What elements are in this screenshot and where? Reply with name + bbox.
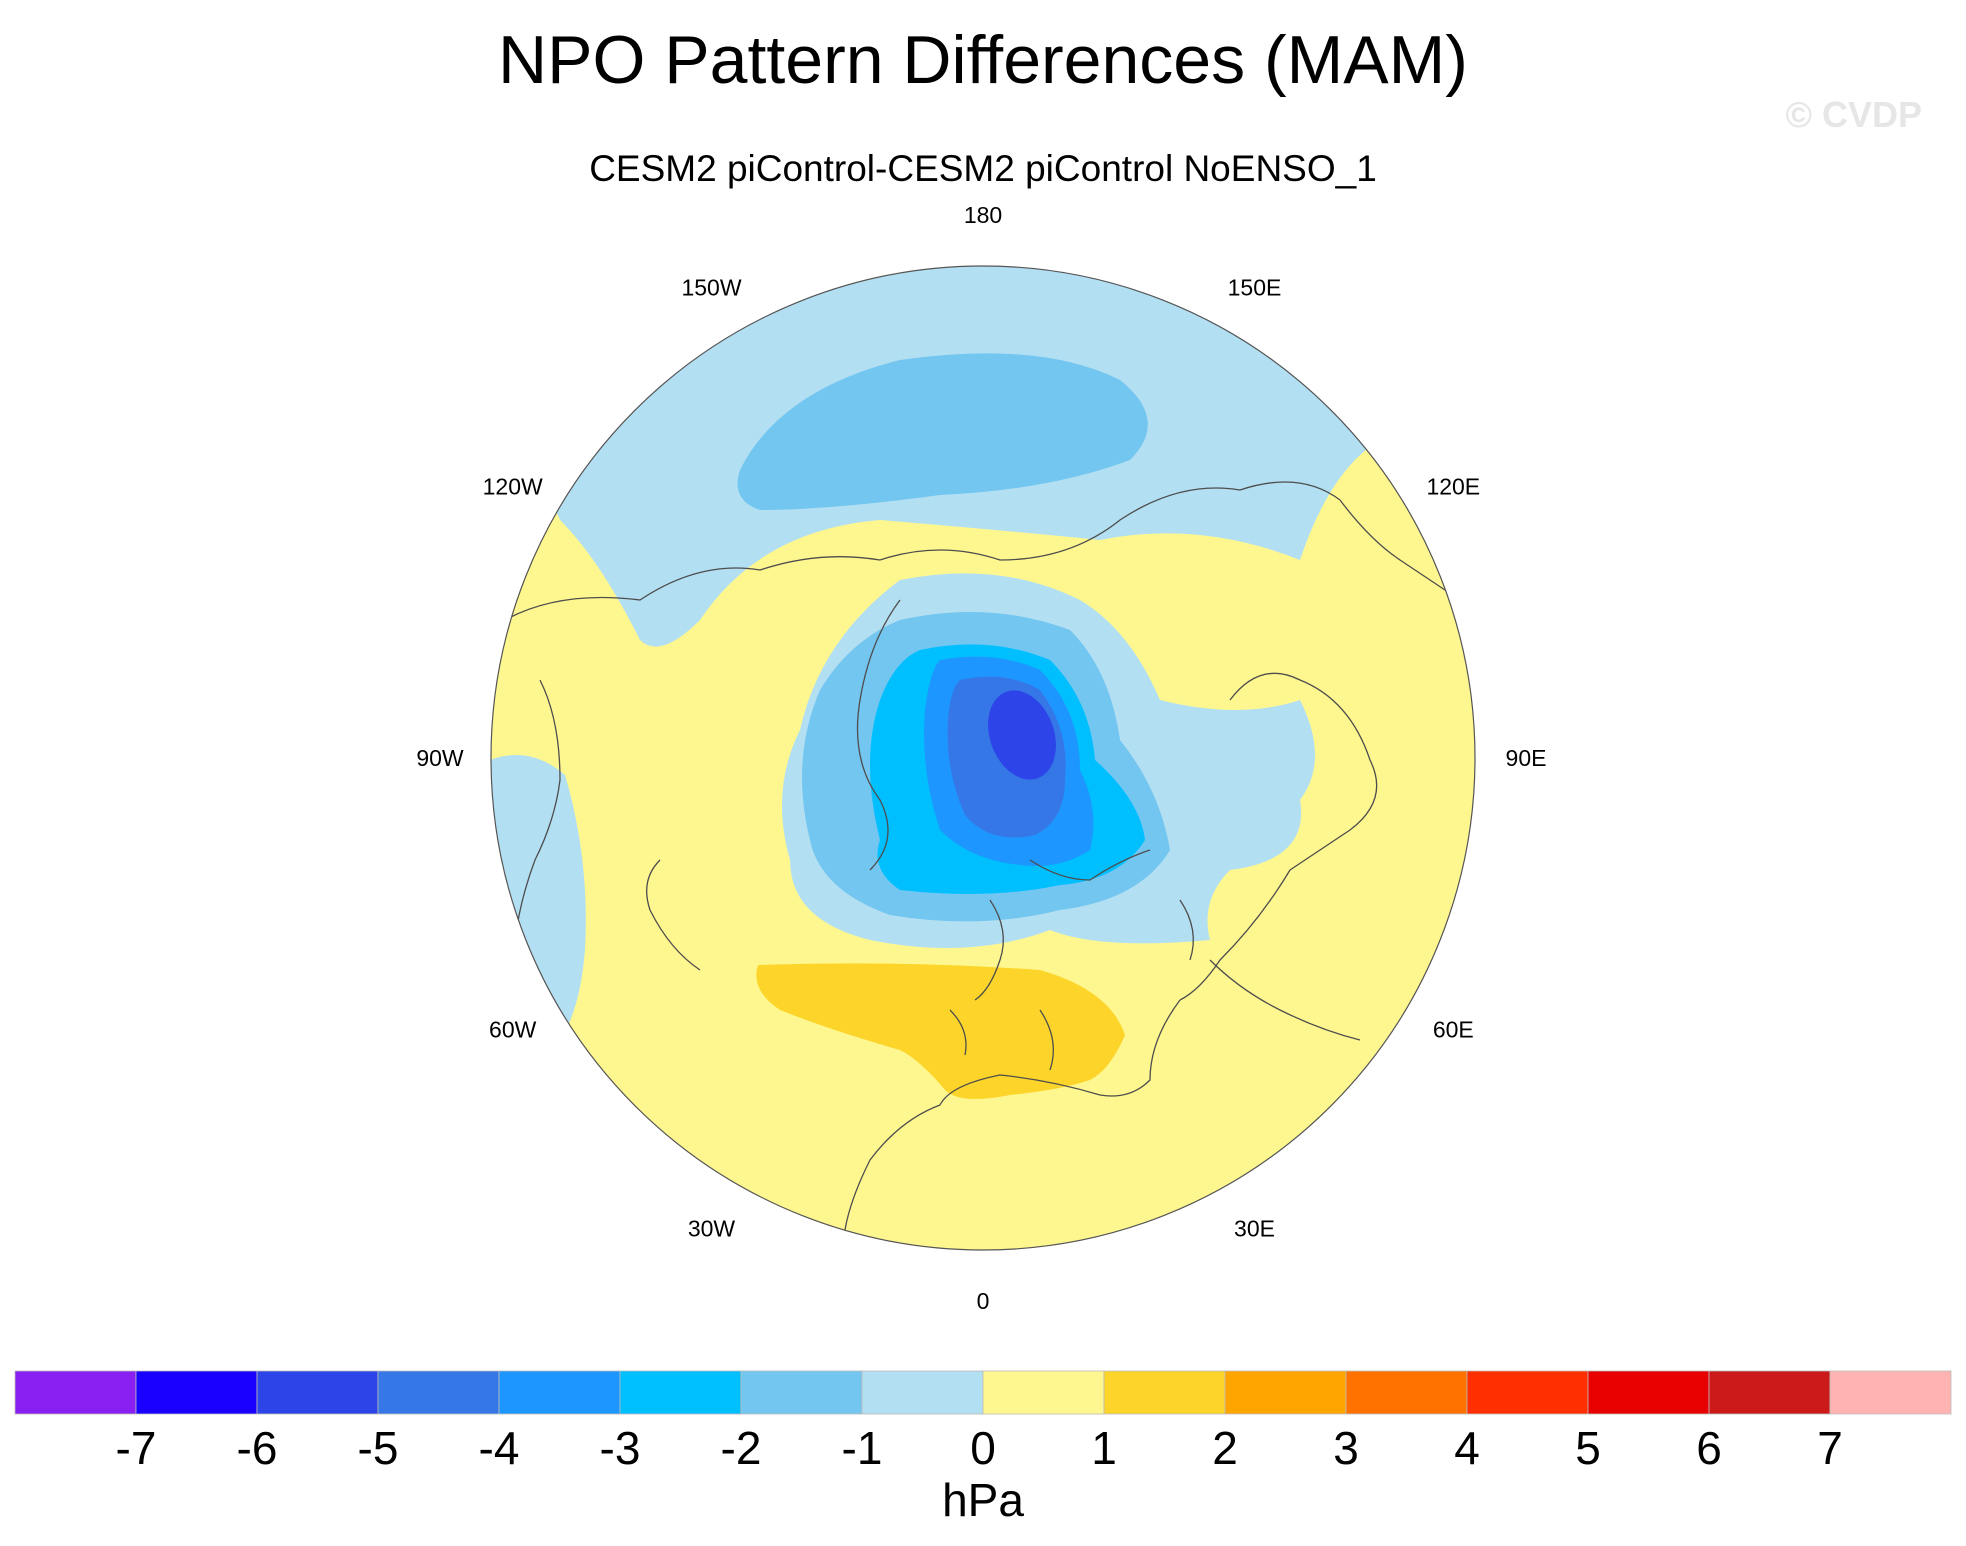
lon-label-120w: 120W — [483, 474, 543, 500]
contour-pacific-minus2 — [737, 353, 1148, 510]
colorbar-box — [740, 1370, 863, 1415]
colorbar-box — [1829, 1370, 1952, 1415]
colorbar-tick-label: -6 — [236, 1422, 278, 1474]
lon-label-90e: 90E — [1506, 745, 1547, 771]
longitude-labels: 180 150E 120E 90E 60E 30E 0 30W 60W 90W 120W 150W — [416, 202, 1546, 1314]
colorbar-units: hPa — [942, 1474, 1024, 1526]
colorbar-box — [256, 1370, 379, 1415]
colorbar-box — [14, 1370, 137, 1415]
colorbar-tick-label: 0 — [970, 1422, 996, 1474]
map-boundary — [490, 265, 1476, 1251]
colorbar-tick-label: 5 — [1575, 1422, 1601, 1474]
colorbar-box — [377, 1370, 500, 1415]
colorbar-tick-label: -1 — [841, 1422, 883, 1474]
colorbar-box — [135, 1370, 258, 1415]
colorbar-box — [1587, 1370, 1710, 1415]
colorbar-box — [1345, 1370, 1468, 1415]
colorbar-tick-label: 7 — [1817, 1422, 1843, 1474]
colorbar-tick-label: -4 — [478, 1422, 520, 1474]
colorbar-tick-label: -7 — [115, 1422, 157, 1474]
chart-subtitle: CESM2 piControl-CESM2 piControl NoENSO_1 — [589, 148, 1377, 189]
lon-label-180: 180 — [964, 202, 1002, 228]
cvdp-watermark: © CVDP — [1785, 94, 1922, 135]
colorbar-tick-label: 3 — [1333, 1422, 1359, 1474]
colorbar-box — [619, 1370, 742, 1415]
colorbar-box — [1103, 1370, 1226, 1415]
colorbar-box — [1708, 1370, 1831, 1415]
colorbar-tick-label: 6 — [1696, 1422, 1722, 1474]
contour-atlantic-plus1 — [756, 963, 1125, 1099]
colorbar-tick-label: -3 — [599, 1422, 641, 1474]
map-field — [491, 266, 1475, 1250]
lon-label-90w: 90W — [416, 745, 464, 771]
colorbar-tick-label: 2 — [1212, 1422, 1238, 1474]
colorbar-tick-label: 1 — [1091, 1422, 1117, 1474]
contour-arctic-minus6 — [988, 690, 1056, 780]
lon-label-60w: 60W — [489, 1017, 537, 1043]
lon-label-150e: 150E — [1228, 275, 1282, 301]
lon-label-30w: 30W — [688, 1215, 736, 1241]
lon-label-60e: 60E — [1433, 1017, 1474, 1043]
colorbar-box — [1224, 1370, 1347, 1415]
colorbar-box — [861, 1370, 984, 1415]
colorbar-box — [982, 1370, 1105, 1415]
lon-label-0: 0 — [977, 1288, 990, 1314]
colorbar-tick-label: -2 — [720, 1422, 762, 1474]
lon-label-30e: 30E — [1234, 1215, 1275, 1241]
lon-label-150w: 150W — [681, 275, 741, 301]
chart-title: NPO Pattern Differences (MAM) — [498, 22, 1468, 98]
colorbar — [14, 1370, 1952, 1415]
colorbar-tick-label: 4 — [1454, 1422, 1480, 1474]
colorbar-tick-label: -5 — [357, 1422, 399, 1474]
coastlines — [504, 481, 1461, 1231]
lon-label-120e: 120E — [1426, 474, 1480, 500]
colorbar-box — [1466, 1370, 1589, 1415]
colorbar-box — [498, 1370, 621, 1415]
